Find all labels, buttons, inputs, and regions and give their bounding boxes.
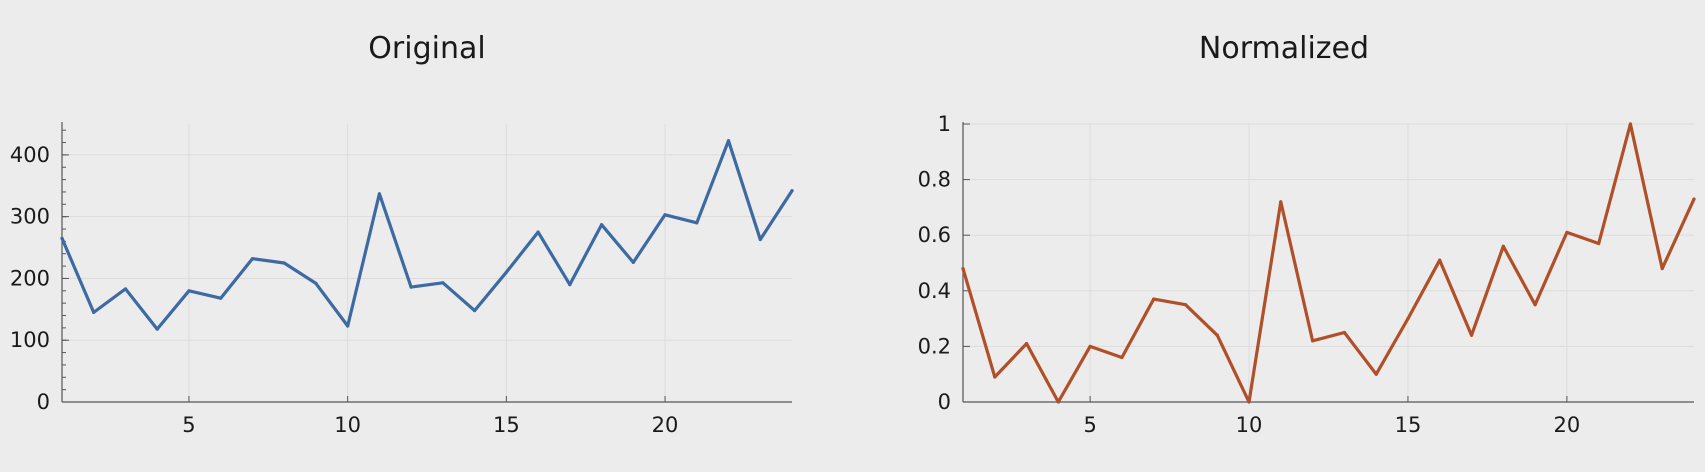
data-point	[961, 266, 965, 271]
data-point	[1215, 333, 1219, 337]
data-point	[1565, 230, 1569, 235]
data-point	[790, 189, 794, 193]
data-point	[282, 261, 286, 265]
data-point	[92, 310, 96, 315]
data-point	[346, 324, 350, 328]
data-point	[1533, 303, 1537, 307]
x-tick-label: 15	[493, 413, 520, 437]
data-point	[1183, 303, 1188, 307]
data-point	[536, 230, 540, 234]
x-tick-label: 5	[182, 413, 195, 437]
x-tick-label: 20	[652, 413, 679, 437]
data-point	[60, 236, 64, 240]
x-tick-label: 20	[1554, 413, 1581, 437]
data-point	[1597, 241, 1601, 246]
data-point	[187, 289, 191, 293]
data-point	[1374, 372, 1378, 376]
data-point	[155, 327, 159, 331]
data-point	[1469, 333, 1474, 337]
x-tick-label: 15	[1395, 413, 1422, 437]
data-point	[568, 283, 572, 287]
x-tick-label: 10	[1236, 413, 1263, 437]
chart-title: Original	[368, 31, 485, 66]
data-point	[1152, 297, 1156, 301]
data-point	[377, 192, 381, 196]
data-point	[1628, 122, 1633, 126]
data-point	[726, 139, 731, 143]
data-point	[1342, 330, 1346, 335]
data-point	[1247, 400, 1251, 404]
y-tick-label: 400	[10, 143, 50, 167]
data-point	[219, 296, 223, 300]
y-tick-label: 0	[37, 390, 50, 414]
x-tick-label: 5	[1083, 413, 1096, 437]
data-point	[1660, 266, 1664, 271]
y-tick-label: 1	[938, 112, 951, 136]
data-point	[758, 237, 762, 242]
data-point	[441, 281, 445, 285]
data-point	[1501, 244, 1505, 248]
data-point	[123, 287, 128, 291]
data-point	[1056, 400, 1060, 404]
data-point	[695, 221, 699, 225]
data-point	[631, 260, 635, 264]
y-tick-label: 100	[10, 328, 50, 352]
data-point	[1406, 317, 1410, 321]
series-line	[60, 139, 794, 331]
data-point	[473, 308, 477, 313]
data-point	[663, 213, 667, 217]
data-point	[250, 257, 255, 261]
data-point	[409, 285, 413, 289]
data-point	[504, 270, 508, 274]
data-point	[599, 223, 604, 227]
chart-panel-1: Original 0 100 200 300 400 5 10 15 20	[10, 31, 794, 437]
data-point	[1438, 258, 1442, 262]
data-point	[314, 281, 318, 285]
data-point	[1279, 200, 1283, 204]
data-point	[1120, 355, 1124, 360]
y-tick-label: 300	[10, 205, 50, 229]
y-tick-label: 0.4	[918, 279, 951, 303]
data-point	[1024, 342, 1029, 346]
data-point	[1692, 197, 1696, 201]
data-point	[1311, 339, 1315, 343]
data-point	[1088, 344, 1092, 348]
y-tick-label: 0	[938, 390, 951, 414]
y-tick-label: 200	[10, 266, 50, 290]
series-line	[961, 122, 1696, 404]
y-tick-label: 0.8	[918, 168, 951, 192]
y-tick-label: 0.2	[918, 334, 951, 358]
chart-title: Normalized	[1199, 31, 1369, 66]
y-tick-label: 0.6	[918, 223, 951, 247]
x-tick-label: 10	[334, 413, 361, 437]
data-point	[993, 375, 997, 379]
